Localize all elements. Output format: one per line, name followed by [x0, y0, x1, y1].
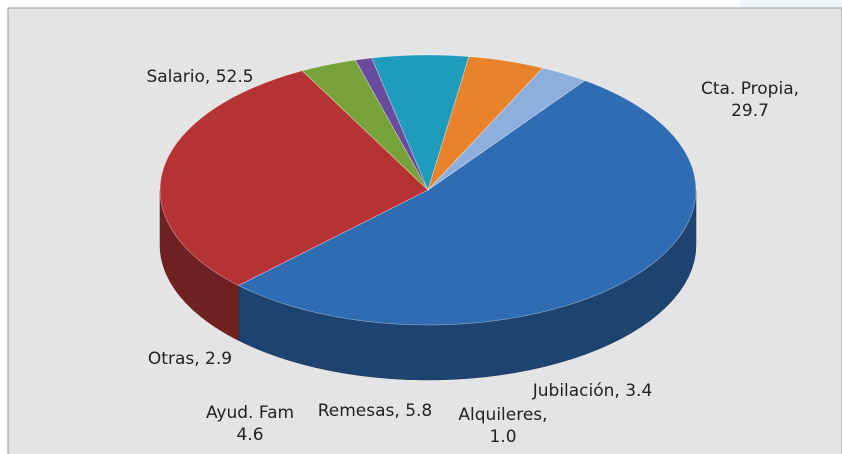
slice — [371, 54, 470, 191]
data-label: Otras, 2.9 — [147, 349, 233, 369]
slice — [354, 57, 429, 191]
data-label: Ayud. Fam 4.6 — [205, 403, 295, 445]
data-label: Alquileres, 1.0 — [458, 405, 548, 447]
data-label: Cta. Propia, 29.7 — [700, 79, 800, 121]
data-label: Remesas, 5.8 — [317, 401, 433, 421]
slice — [237, 80, 697, 326]
slice — [427, 67, 586, 191]
slice — [301, 59, 429, 191]
slice — [427, 56, 544, 191]
data-label: Salario, 52.5 — [146, 67, 254, 87]
data-label: Jubilación, 3.4 — [532, 381, 653, 401]
slice — [159, 70, 429, 286]
